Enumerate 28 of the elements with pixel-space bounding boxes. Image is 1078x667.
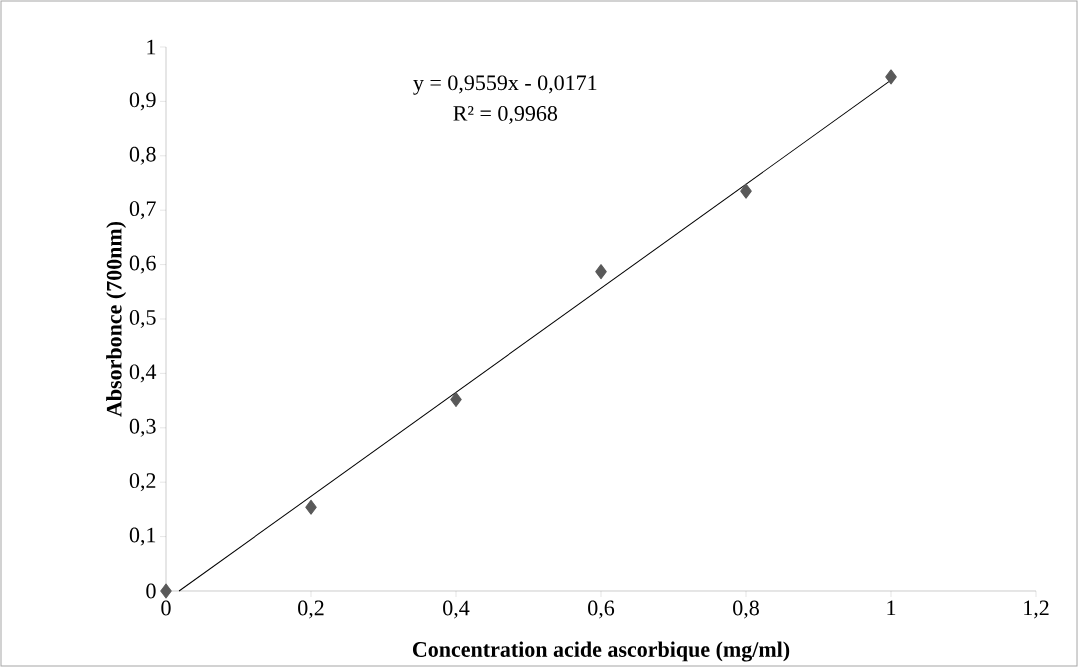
annotation: R² = 0,9968 — [453, 105, 558, 125]
x-tick-label: 0,8 — [733, 600, 759, 619]
annotation: y = 0,9559x - 0,0171 — [413, 75, 597, 95]
point — [160, 583, 172, 599]
y-tick-label: 0,7 — [129, 201, 156, 220]
point — [305, 499, 317, 515]
point — [885, 69, 897, 85]
x-axis-title: Concentration acide ascorbique (mg/ml) — [412, 641, 790, 662]
x-tick-label: 0,6 — [588, 600, 615, 619]
y-tick-label: 0,9 — [129, 92, 156, 111]
y-tick-label: 0,2 — [129, 473, 156, 492]
y-tick-label: 0,5 — [129, 309, 156, 329]
y-tick-label: 0,6 — [129, 255, 156, 274]
y-tick-label: 0,4 — [129, 364, 157, 383]
y-tick-label: 0 — [146, 583, 156, 599]
y-tick-label: 1 — [147, 39, 156, 55]
point — [450, 392, 462, 408]
y-axis-title: Absorbonce (700nm) — [106, 221, 127, 417]
point — [595, 264, 607, 280]
x-tick-label: 1 — [887, 600, 896, 616]
point — [740, 183, 752, 199]
y-tick-label: 0,8 — [129, 146, 156, 165]
x-tick-label: 0,4 — [443, 600, 470, 619]
y-tick-label: 0,1 — [129, 527, 156, 546]
x-tick-label: 1,2 — [1024, 600, 1049, 619]
y-tick-label: 0,3 — [129, 418, 156, 437]
x-tick-label: 0 — [161, 600, 171, 616]
x-tick-label: 0,2 — [298, 600, 324, 619]
